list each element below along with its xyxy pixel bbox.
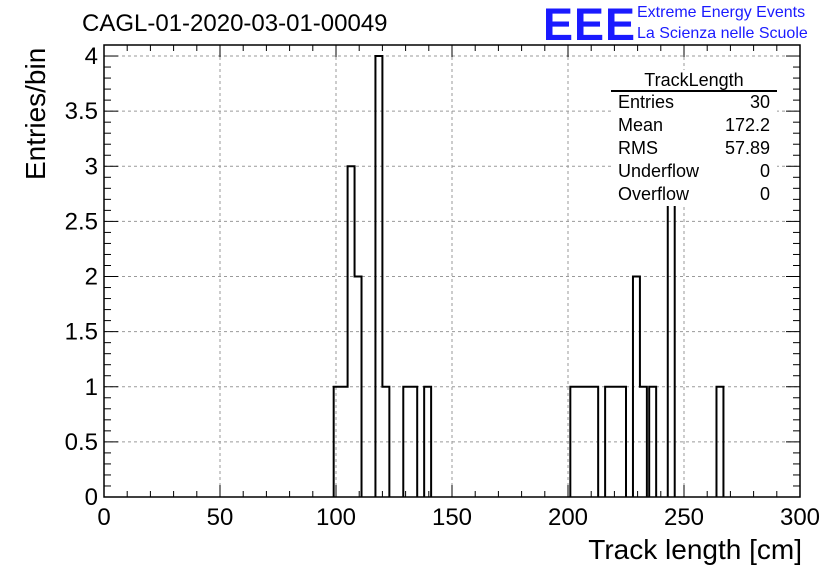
x-tick-label: 0 xyxy=(97,504,110,531)
histogram-bin xyxy=(570,387,598,497)
y-tick-label: 4 xyxy=(85,43,98,70)
histogram-bin xyxy=(605,387,626,497)
stats-divider xyxy=(611,90,777,92)
stats-key: Entries xyxy=(618,92,675,112)
stats-title: TrackLength xyxy=(644,70,744,90)
histogram-bin xyxy=(649,387,656,497)
histogram-bin xyxy=(403,387,417,497)
y-tick-label: 0.5 xyxy=(65,429,98,456)
stats-row-mean: Mean 172.2 xyxy=(618,115,770,137)
x-tick-label: 250 xyxy=(664,504,704,531)
x-tick-label: 300 xyxy=(780,504,820,531)
y-tick-label: 2 xyxy=(85,264,98,291)
stats-key: Overflow xyxy=(618,184,690,204)
x-tick-label: 200 xyxy=(548,504,588,531)
stats-box: TrackLength Entries 30 Mean 172.2 RMS 57… xyxy=(611,70,777,206)
stats-row-rms: RMS 57.89 xyxy=(618,138,770,160)
x-tick-label: 50 xyxy=(207,504,234,531)
histogram-bin xyxy=(668,166,675,497)
x-tick-label: 100 xyxy=(316,504,356,531)
stats-row-entries: Entries 30 xyxy=(618,92,770,114)
stats-value: 0 xyxy=(759,184,770,204)
y-tick-label: 0 xyxy=(85,484,98,511)
stats-value: 172.2 xyxy=(724,115,770,135)
x-tick-label: 150 xyxy=(432,504,472,531)
histogram-bin xyxy=(348,166,355,497)
histogram-bin xyxy=(355,277,362,497)
histogram-bin xyxy=(334,387,348,497)
histogram-bin xyxy=(716,387,723,497)
y-tick-label: 1 xyxy=(85,374,98,401)
histogram-bin xyxy=(375,56,382,497)
histogram-bin xyxy=(424,387,431,497)
eee-logo-line-1: Extreme Energy Events xyxy=(637,4,806,21)
eee-logo-line-2: La Scienza nelle Scuole xyxy=(637,25,808,42)
run-title: CAGL-01-2020-03-01-00049 xyxy=(82,10,388,37)
y-tick-label: 3 xyxy=(85,153,98,180)
histogram-bin xyxy=(382,387,389,497)
x-axis-label: Track length [cm] xyxy=(588,534,802,565)
stats-value: 0 xyxy=(759,161,770,181)
stats-value: 57.89 xyxy=(724,138,770,158)
stats-key: RMS xyxy=(618,138,658,158)
y-tick-label: 3.5 xyxy=(65,98,98,125)
stats-key: Underflow xyxy=(618,161,700,181)
stats-row-underflow: Underflow 0 xyxy=(618,161,770,183)
y-tick-label: 2.5 xyxy=(65,208,98,235)
histogram-bin xyxy=(633,277,640,497)
stats-value: 30 xyxy=(749,92,770,112)
eee-logo: EEE xyxy=(543,0,637,50)
y-axis-label: Entries/bin xyxy=(20,47,51,180)
stats-row-overflow: Overflow 0 xyxy=(618,184,770,206)
y-tick-label: 1.5 xyxy=(65,319,98,346)
stats-key: Mean xyxy=(618,115,664,135)
histogram-bin xyxy=(640,387,647,497)
